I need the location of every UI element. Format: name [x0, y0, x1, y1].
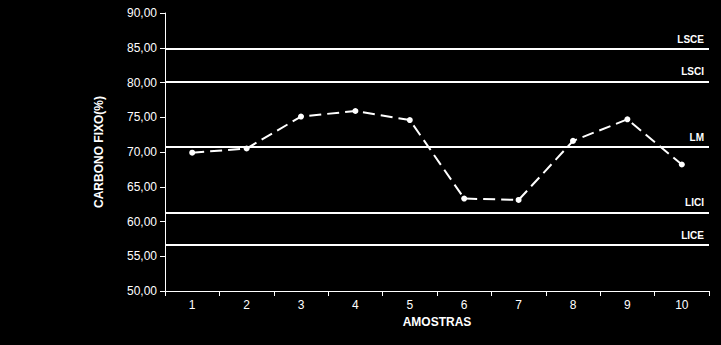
svg-text:6: 6	[461, 298, 468, 312]
svg-text:60,00: 60,00	[127, 215, 157, 229]
svg-text:LSCI: LSCI	[681, 66, 704, 77]
svg-text:80,00: 80,00	[127, 76, 157, 90]
svg-text:10: 10	[675, 298, 689, 312]
svg-text:55,00: 55,00	[127, 249, 157, 263]
svg-text:75,00: 75,00	[127, 110, 157, 124]
svg-text:2: 2	[243, 298, 250, 312]
svg-text:90,00: 90,00	[127, 6, 157, 20]
svg-text:3: 3	[298, 298, 305, 312]
svg-text:LICI: LICI	[685, 197, 704, 208]
svg-text:LICE: LICE	[681, 230, 704, 241]
svg-text:1: 1	[189, 298, 196, 312]
svg-text:50,00: 50,00	[127, 284, 157, 298]
svg-text:5: 5	[406, 298, 413, 312]
svg-text:85,00: 85,00	[127, 41, 157, 55]
svg-text:4: 4	[352, 298, 359, 312]
svg-text:LM: LM	[690, 132, 704, 143]
svg-text:65,00: 65,00	[127, 180, 157, 194]
svg-text:CARBONO FIXO(%): CARBONO FIXO(%)	[92, 96, 106, 208]
svg-text:AMOSTRAS: AMOSTRAS	[403, 315, 472, 329]
svg-text:70,00: 70,00	[127, 145, 157, 159]
svg-text:7: 7	[515, 298, 522, 312]
svg-text:LSCE: LSCE	[677, 34, 704, 45]
svg-text:8: 8	[570, 298, 577, 312]
svg-text:9: 9	[624, 298, 631, 312]
